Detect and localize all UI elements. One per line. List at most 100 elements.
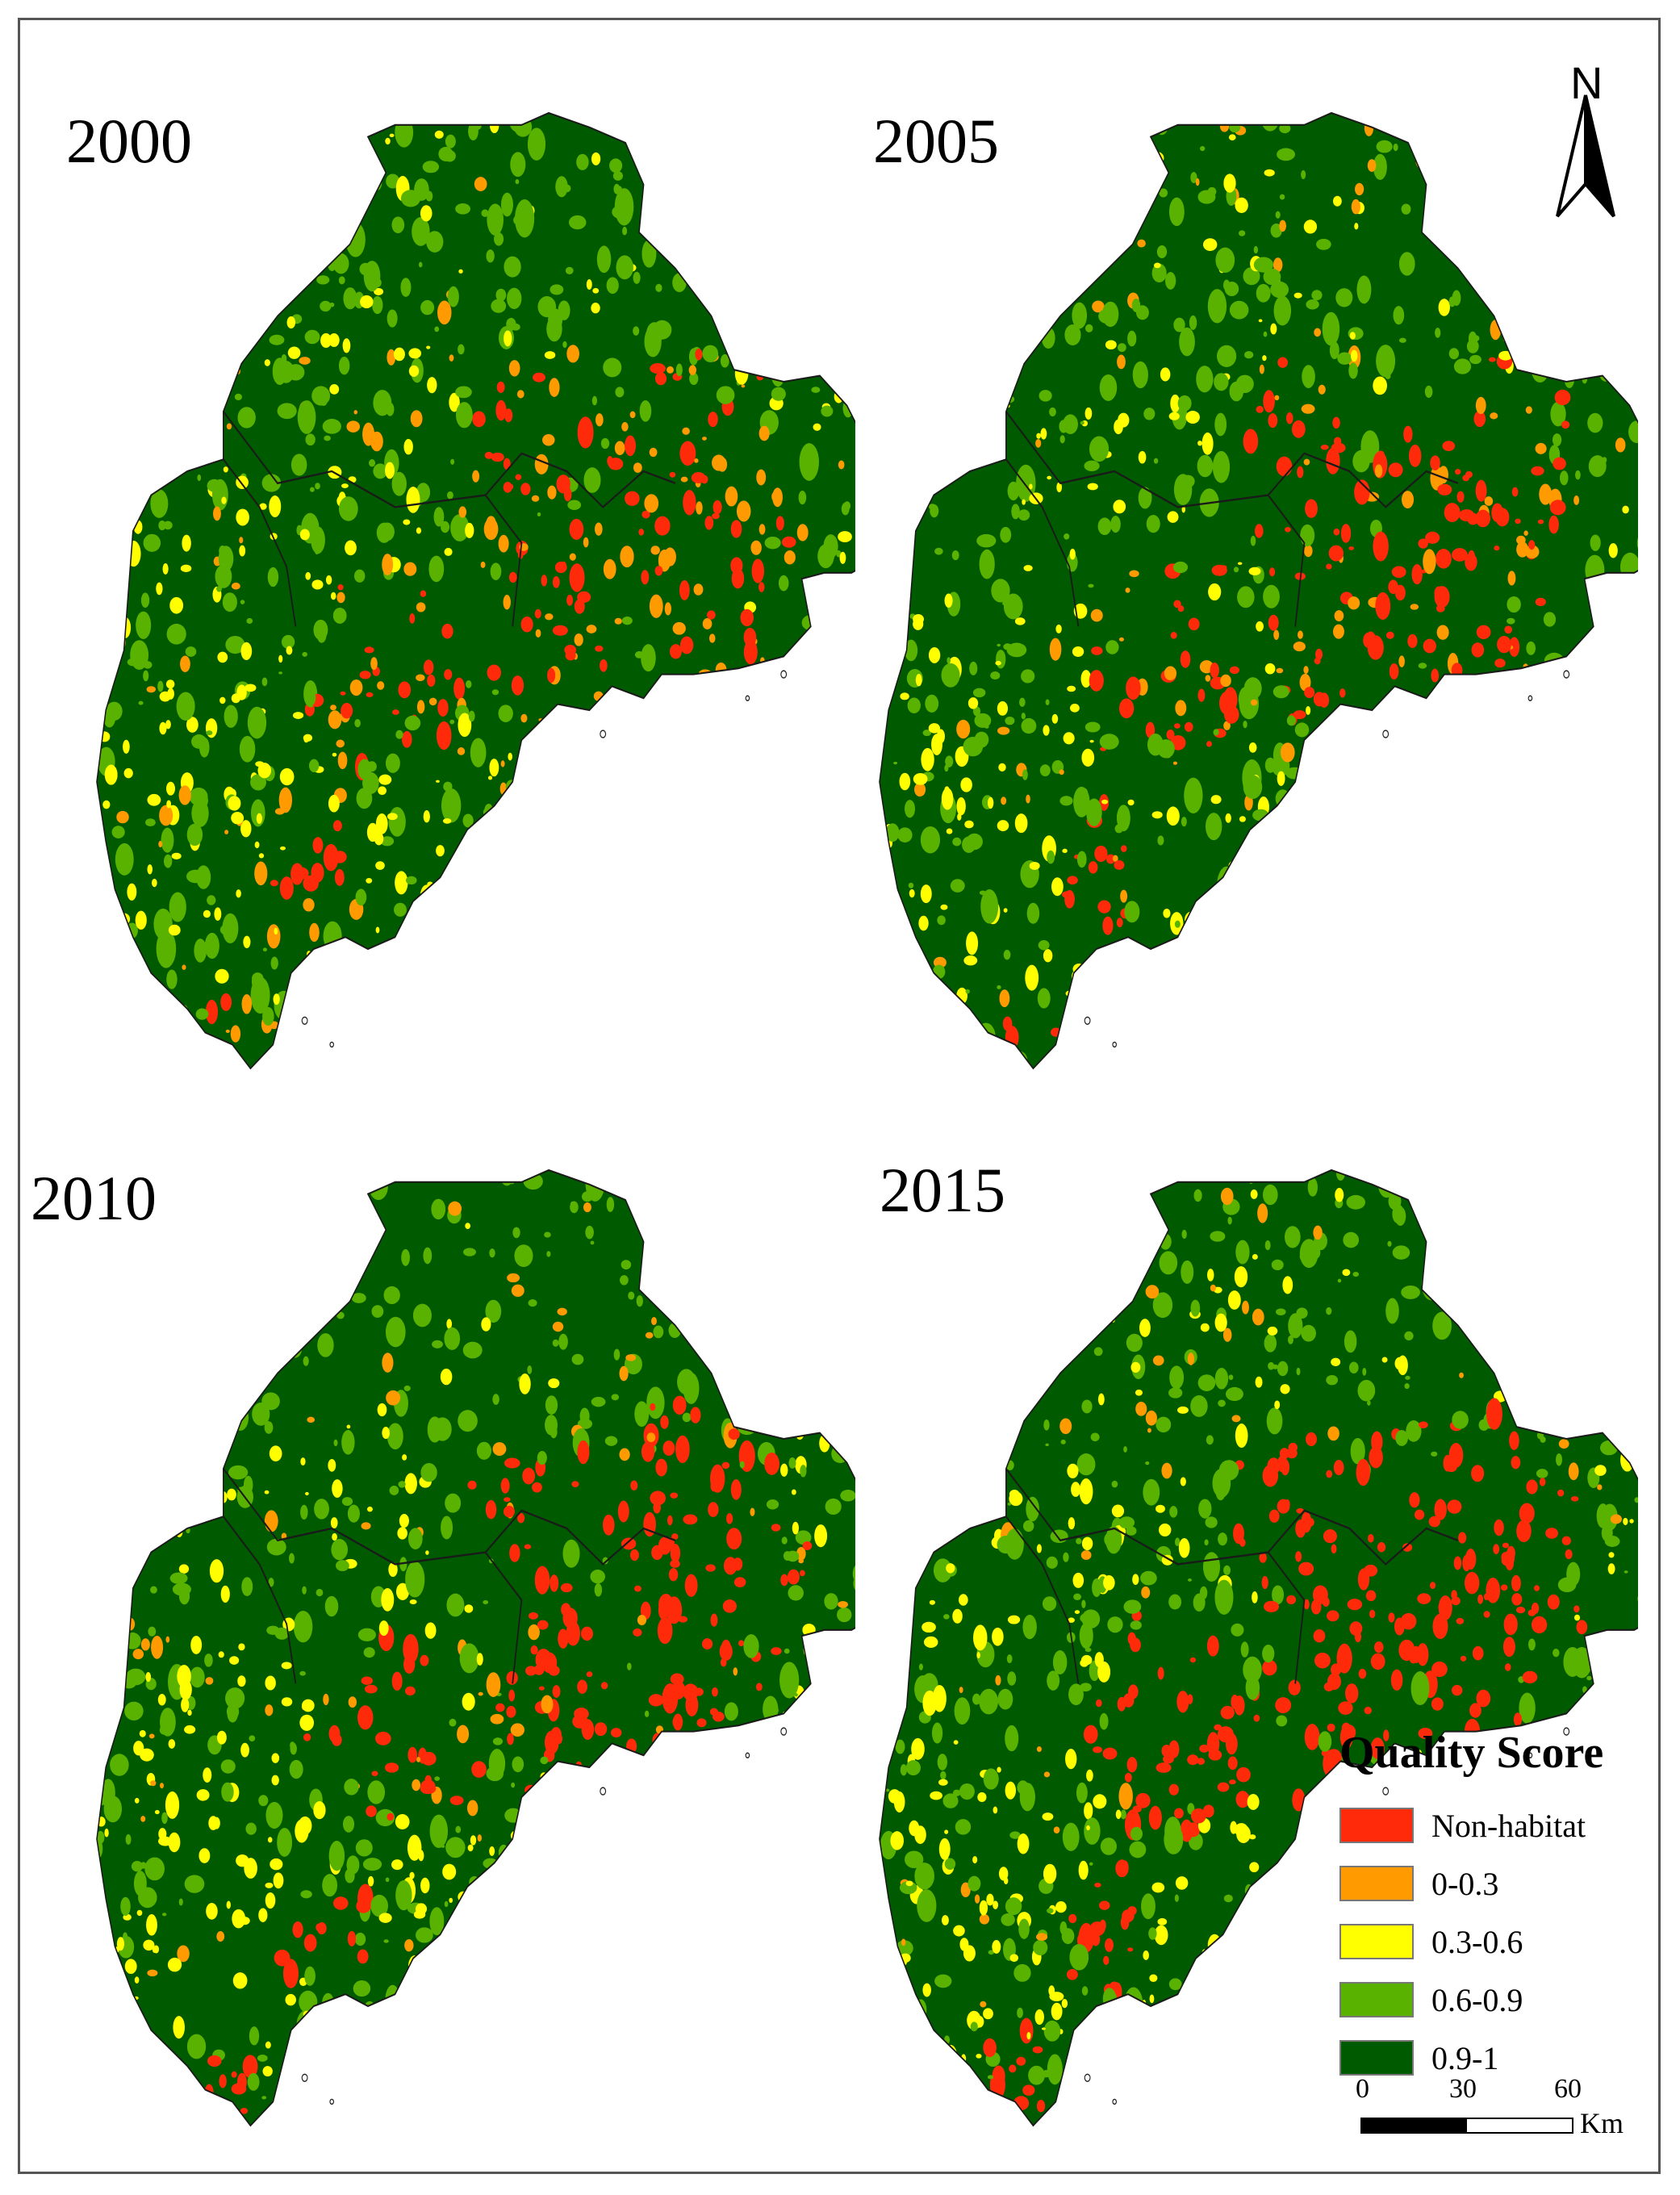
region-base bbox=[97, 113, 855, 1068]
habitat-patch bbox=[459, 1999, 465, 2009]
habitat-patch bbox=[163, 1269, 169, 1278]
habitat-patch bbox=[248, 707, 266, 739]
habitat-patch bbox=[800, 1570, 805, 1577]
habitat-patch bbox=[1085, 722, 1101, 733]
habitat-patch bbox=[1072, 281, 1077, 290]
habitat-patch bbox=[705, 1196, 716, 1204]
habitat-patch bbox=[262, 677, 268, 686]
habitat-patch bbox=[899, 366, 912, 384]
habitat-patch bbox=[603, 1515, 615, 1536]
habitat-patch bbox=[1367, 1400, 1370, 1406]
habitat-patch bbox=[980, 1900, 988, 1916]
habitat-patch bbox=[153, 909, 172, 940]
habitat-patch bbox=[764, 1453, 779, 1475]
habitat-patch bbox=[1206, 1435, 1214, 1445]
habitat-patch bbox=[402, 1454, 407, 1461]
habitat-patch bbox=[633, 1628, 641, 1637]
habitat-patch bbox=[420, 1878, 429, 1894]
habitat-patch bbox=[714, 2028, 722, 2038]
legend-item-0-0.3: 0-0.3 bbox=[1339, 1854, 1646, 1913]
habitat-patch bbox=[1424, 717, 1444, 754]
habitat-patch bbox=[243, 936, 250, 948]
habitat-patch bbox=[1147, 1428, 1151, 1433]
habitat-patch bbox=[386, 403, 394, 416]
habitat-patch bbox=[1583, 1277, 1599, 1291]
habitat-patch bbox=[913, 614, 924, 624]
habitat-patch bbox=[192, 148, 196, 154]
habitat-patch bbox=[1256, 1878, 1268, 1886]
habitat-patch bbox=[445, 548, 453, 556]
habitat-patch bbox=[169, 893, 186, 922]
habitat-patch bbox=[766, 1231, 771, 1240]
habitat-patch bbox=[540, 2101, 554, 2116]
habitat-patch bbox=[1053, 1650, 1067, 1674]
habitat-patch bbox=[1349, 1362, 1359, 1374]
habitat-patch bbox=[165, 720, 171, 729]
habitat-patch bbox=[516, 1867, 524, 1879]
habitat-patch bbox=[336, 1560, 349, 1571]
habitat-patch bbox=[154, 203, 165, 217]
habitat-patch bbox=[1103, 1575, 1115, 1591]
habitat-patch bbox=[290, 1743, 297, 1755]
habitat-patch bbox=[1588, 922, 1591, 929]
habitat-patch bbox=[765, 537, 781, 549]
habitat-patch bbox=[323, 419, 341, 434]
habitat-patch bbox=[1020, 1783, 1035, 1811]
habitat-patch bbox=[738, 2034, 742, 2040]
habitat-patch bbox=[470, 738, 487, 767]
habitat-patch bbox=[1445, 190, 1463, 212]
habitat-patch bbox=[1281, 742, 1295, 762]
habitat-patch bbox=[1271, 1965, 1290, 1998]
habitat-patch bbox=[580, 1047, 593, 1064]
habitat-patch bbox=[1470, 1578, 1477, 1586]
habitat-patch bbox=[1161, 1745, 1171, 1757]
habitat-patch bbox=[763, 369, 768, 375]
habitat-patch bbox=[511, 2060, 517, 2068]
habitat-patch bbox=[194, 316, 207, 335]
habitat-patch bbox=[1196, 178, 1200, 186]
habitat-patch bbox=[387, 813, 398, 820]
habitat-patch bbox=[706, 947, 718, 960]
habitat-patch bbox=[580, 2097, 589, 2108]
habitat-patch bbox=[392, 709, 399, 715]
habitat-patch bbox=[219, 546, 226, 556]
habitat-patch bbox=[1039, 940, 1050, 950]
habitat-patch bbox=[1331, 1848, 1337, 1858]
habitat-patch bbox=[105, 764, 118, 784]
habitat-patch bbox=[1382, 1357, 1388, 1362]
habitat-patch bbox=[1348, 1599, 1363, 1610]
habitat-patch bbox=[708, 2078, 721, 2093]
habitat-patch bbox=[1107, 1291, 1113, 1298]
habitat-patch bbox=[418, 1022, 431, 1043]
habitat-patch bbox=[206, 718, 217, 738]
habitat-patch bbox=[1476, 480, 1487, 502]
habitat-patch bbox=[1605, 1536, 1620, 1547]
habitat-patch bbox=[692, 1905, 711, 1934]
habitat-patch bbox=[290, 863, 303, 884]
habitat-patch bbox=[1539, 800, 1553, 813]
habitat-patch bbox=[591, 1241, 595, 1245]
habitat-patch bbox=[207, 2055, 221, 2067]
habitat-patch bbox=[450, 459, 454, 465]
habitat-patch bbox=[278, 361, 294, 383]
habitat-patch bbox=[1515, 519, 1520, 525]
habitat-patch bbox=[504, 595, 511, 609]
habitat-patch bbox=[753, 2005, 760, 2017]
habitat-patch bbox=[1208, 1750, 1222, 1761]
habitat-patch bbox=[1221, 953, 1227, 960]
habitat-patch bbox=[963, 737, 983, 756]
habitat-patch bbox=[1471, 712, 1481, 727]
habitat-patch bbox=[1331, 1545, 1337, 1554]
habitat-patch bbox=[108, 282, 119, 291]
habitat-patch bbox=[822, 1405, 828, 1415]
habitat-patch bbox=[890, 1597, 906, 1628]
habitat-patch bbox=[743, 1321, 756, 1340]
habitat-patch bbox=[590, 1570, 605, 1583]
habitat-patch bbox=[155, 1810, 160, 1814]
habitat-patch bbox=[274, 1950, 290, 1967]
habitat-patch bbox=[1255, 2076, 1259, 2084]
habitat-patch bbox=[897, 827, 912, 842]
habitat-patch bbox=[1289, 872, 1306, 895]
habitat-patch bbox=[506, 780, 517, 793]
habitat-patch bbox=[167, 624, 186, 645]
